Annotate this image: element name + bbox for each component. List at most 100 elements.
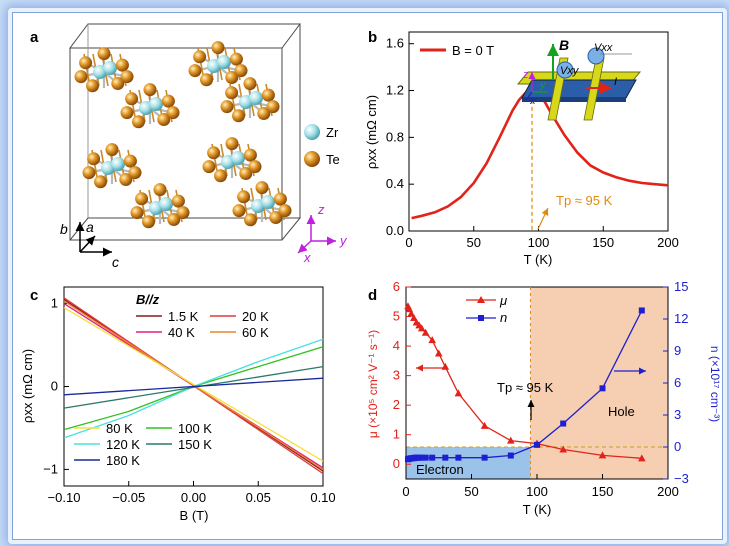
x-tick-label: 0: [402, 484, 409, 499]
mobility-point: [410, 314, 418, 322]
legend-label: 80 K: [106, 421, 133, 436]
y-tick-label: 1.6: [386, 36, 404, 51]
y-tick-label-left: 5: [393, 309, 400, 324]
lab-axes: z y x: [297, 202, 348, 265]
panel-d-xlabel: T (K): [523, 502, 552, 517]
y-tick-label-left: 1: [393, 427, 400, 442]
panel-a-crystal: a b a c z y x: [30, 23, 348, 270]
te-atom: [220, 100, 234, 114]
te-atom: [142, 215, 155, 229]
te-atom: [97, 47, 111, 61]
mobility-point: [598, 451, 607, 459]
te-atom: [153, 183, 167, 197]
te-atom: [229, 52, 243, 66]
te-legend-label: Te: [326, 152, 340, 167]
rho-vs-b-line: [63, 346, 324, 431]
axis-c-label: c: [112, 254, 119, 270]
inset-vxy-label: Vxy: [560, 65, 580, 77]
inset-vxy-probe: [556, 61, 574, 79]
mobility-point: [559, 445, 567, 453]
te-atom: [120, 70, 134, 84]
te-atom: [239, 167, 253, 180]
hole-region-label: Hole: [608, 404, 635, 419]
legend-label: 60 K: [242, 325, 269, 340]
panel-d-ylabel-right: n (×10¹⁷ cm⁻³): [708, 346, 722, 422]
te-atom: [82, 166, 96, 180]
mobility-point: [638, 454, 646, 462]
inset-i-label: I: [614, 76, 617, 88]
n-legend-marker: [478, 315, 484, 321]
y-tick-label: 1.2: [386, 83, 404, 98]
y-tick-label: 0.4: [386, 176, 404, 191]
te-atom: [243, 77, 257, 91]
panel-a-label: a: [30, 29, 39, 46]
zr-atom: [261, 195, 275, 209]
legend-label: 150 K: [178, 437, 212, 452]
mobility-point: [421, 328, 430, 336]
te-atom: [273, 192, 287, 206]
panel-c-legend: 1.5 K 20 K 40 K 60 K 80 K 100 K 120 K 150 K 180 …: [74, 309, 269, 468]
y-tick-label-right: 0: [674, 439, 681, 454]
rho-vs-b-line: [63, 365, 324, 409]
x-tick-label: 150: [592, 484, 614, 499]
atom-legend: Zr Te: [304, 124, 340, 167]
te-atom: [171, 194, 185, 208]
x-tick-label: 0: [405, 235, 412, 250]
te-atom: [132, 115, 145, 129]
y-tick-label-right: 6: [674, 375, 681, 390]
density-point: [507, 452, 514, 459]
panel-b-xlabel: T (K): [524, 252, 553, 267]
panel-b-series: [411, 89, 669, 231]
panel-d-regions: [406, 287, 668, 479]
panel-b-tp-annotation: Tp ≈ 95 K: [556, 193, 613, 208]
legend-label: 180 K: [106, 453, 140, 468]
y-tick-label: 0.8: [386, 129, 404, 144]
te-atom: [225, 137, 239, 151]
te-atom: [135, 192, 149, 206]
te-atom: [269, 211, 283, 224]
te-atom: [119, 173, 133, 186]
zr-atom: [159, 197, 173, 211]
y-tick-label-left: 0: [393, 456, 400, 471]
x-tick-label: 0.00: [181, 490, 206, 505]
y-tick-label: −1: [43, 461, 58, 476]
x-tick-label: 150: [592, 235, 614, 250]
zr-atom: [149, 97, 163, 111]
zr-legend-label: Zr: [326, 125, 339, 140]
panel-b-legend-label: B = 0 T: [452, 43, 494, 58]
x-tick-label: −0.10: [48, 490, 81, 505]
mobility-point: [428, 336, 436, 344]
density-point: [481, 454, 488, 461]
te-atom: [266, 100, 280, 114]
mobility-point: [480, 421, 489, 429]
panel-b-ticks: 0 50 100 150 200 0.0 0.4 0.8 1.2 1.6: [386, 36, 679, 250]
y-tick-label-left: 3: [393, 368, 400, 383]
te-atom: [232, 109, 245, 123]
legend-label: 120 K: [106, 437, 140, 452]
te-atom: [79, 56, 93, 70]
panel-b-resistivity-vs-temperature: b 0 50 100 150 200 0.0 0.4 0.8 1.2 1.6 T (K) ρxx …: [364, 29, 679, 267]
te-atom: [74, 70, 88, 84]
zr-atom: [217, 55, 231, 69]
panel-c-xlabel: B (T): [180, 508, 209, 523]
te-atom: [188, 64, 202, 78]
te-atom: [232, 204, 246, 218]
te-atom: [225, 71, 239, 84]
y-tick-label: 0: [51, 379, 58, 394]
zr-atom: [231, 151, 245, 165]
te-atom: [125, 92, 139, 106]
x-tick-label: 100: [528, 235, 550, 250]
te-atom: [120, 106, 134, 120]
y-tick-label-right: 9: [674, 343, 681, 358]
mobility-point: [434, 349, 443, 357]
panel-d-tp-annotation: Tp ≈ 95 K: [497, 380, 554, 395]
panel-c-ticks: −0.10 −0.05 0.00 0.05 0.10 −1 0 1: [43, 296, 335, 505]
rho-vs-t-curve: [411, 89, 669, 220]
te-atom: [166, 106, 180, 120]
te-atom: [243, 148, 257, 162]
crystal-atoms: [74, 41, 292, 229]
te-atom: [237, 190, 251, 204]
te-atom: [211, 41, 225, 55]
